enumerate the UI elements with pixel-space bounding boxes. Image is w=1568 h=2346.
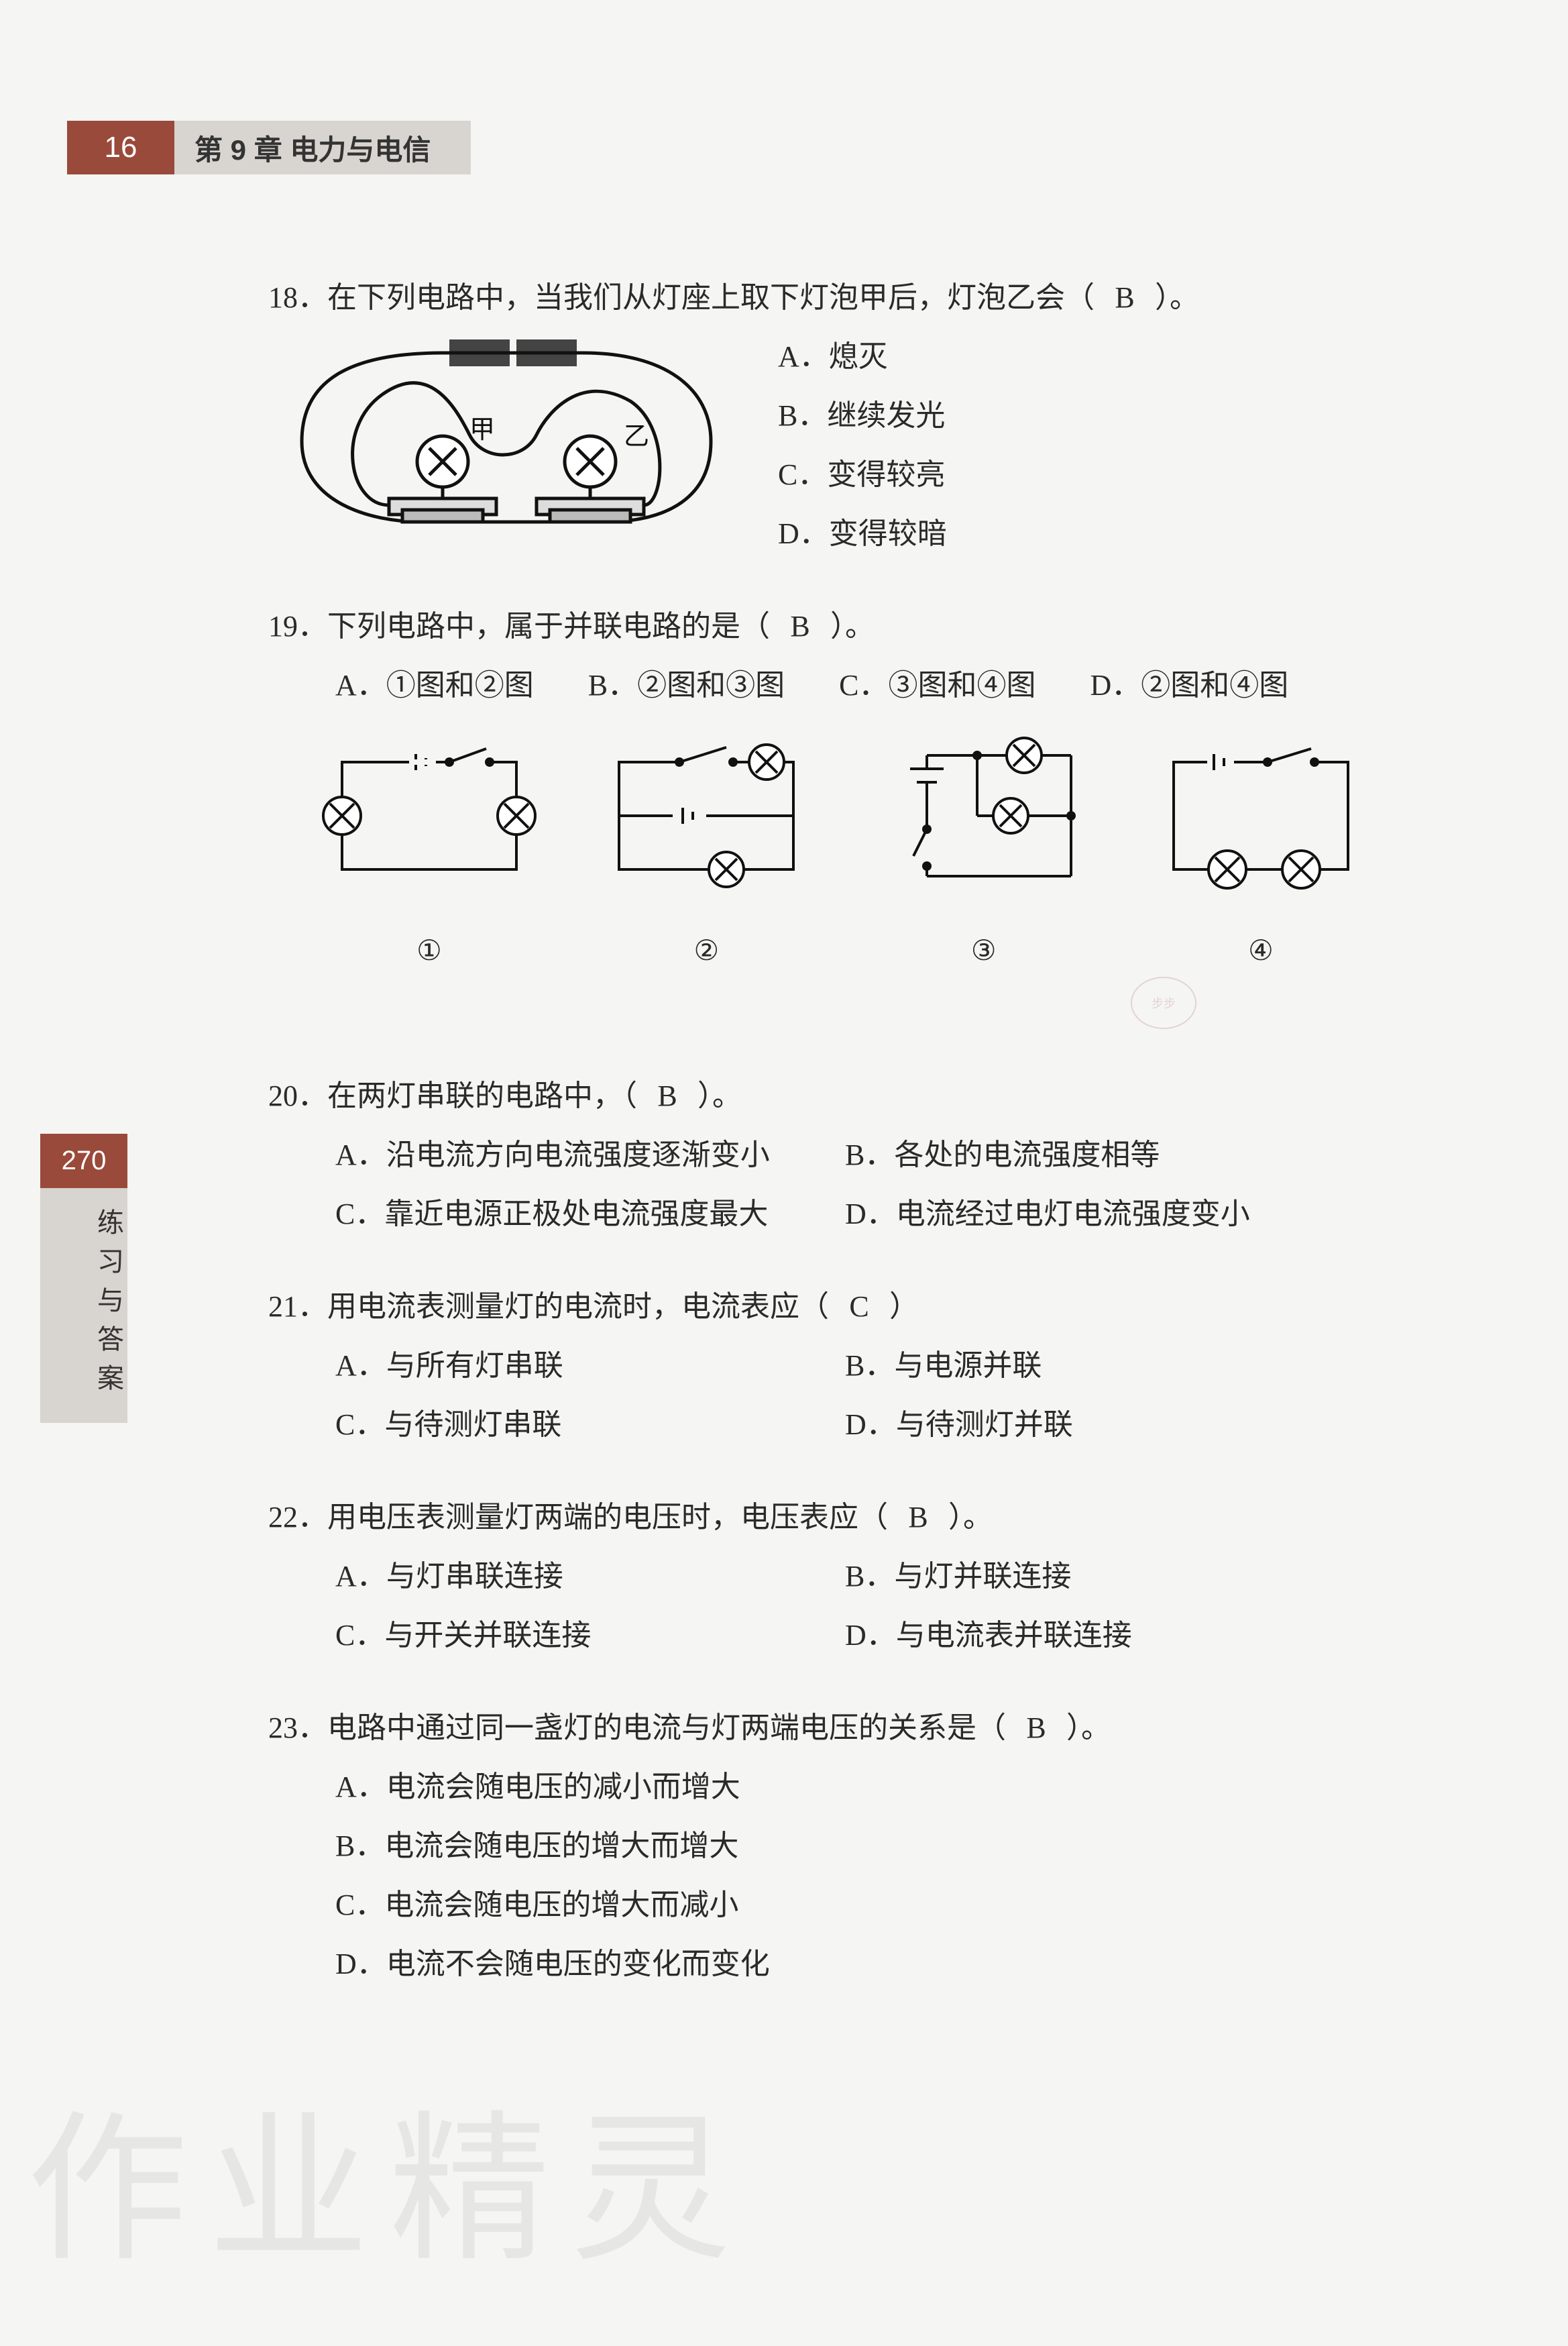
- watermark: 作业精灵: [27, 2060, 751, 2292]
- svg-text:步步: 步步: [1152, 997, 1176, 1010]
- page-number: 16: [67, 121, 174, 174]
- q18-label-yi: 乙: [624, 423, 649, 451]
- q18-opt-c: C．变得较亮: [778, 445, 947, 504]
- q20-answer: B: [637, 1067, 697, 1126]
- q21-opt-d: D．与待测灯并联: [845, 1395, 1355, 1454]
- chapter-title: 第 9 章 电力与电信: [174, 121, 471, 174]
- q18-opt-a: A．熄灭: [778, 327, 947, 386]
- q20-options: A．沿电流方向电流强度逐渐变小 B．各处的电流强度相等 C．靠近电源正极处电流强…: [335, 1126, 1442, 1244]
- q22-opt-c: C．与开关并联连接: [335, 1606, 845, 1665]
- q22-text-end: ）。: [948, 1501, 993, 1534]
- q19-options: A．①图和②图 B．②图和③图 C．③图和④图 D．②图和④图: [335, 656, 1442, 715]
- sidebar-label: 练习与答案: [40, 1188, 127, 1423]
- q21-options: A．与所有灯串联 B．与电源并联 C．与待测灯串联 D．与待测灯并联: [335, 1336, 1442, 1454]
- sidebar-number: 270: [40, 1134, 127, 1188]
- q20-opt-c: C．靠近电源正极处电流强度最大: [335, 1185, 845, 1244]
- q19-opt-b: B．②图和③图: [588, 656, 785, 715]
- circuit-4: ④: [1140, 735, 1382, 979]
- q23-opt-a: A．电流会随电压的减小而增大: [335, 1758, 1442, 1817]
- q20-text: 在两灯串联的电路中，（: [327, 1079, 637, 1112]
- q18-opt-b: B．继续发光: [778, 386, 947, 445]
- circuit-3-label: ③: [863, 923, 1105, 979]
- q22-opt-d: D．与电流表并联连接: [845, 1606, 1355, 1665]
- q19-text: 下列电路中，属于并联电路的是（: [327, 610, 770, 643]
- q23-answer: B: [1006, 1699, 1066, 1758]
- q18-text-end: ）。: [1155, 281, 1199, 314]
- q23-opt-c: C．电流会随电压的增大而减小: [335, 1876, 1442, 1935]
- q20-opt-a: A．沿电流方向电流强度逐渐变小: [335, 1126, 845, 1185]
- q21-opt-b: B．与电源并联: [845, 1336, 1355, 1395]
- q23-num: 23．: [268, 1711, 327, 1744]
- q21-text: 用电流表测量灯的电流时，电流表应（: [327, 1290, 829, 1323]
- q21-opt-c: C．与待测灯串联: [335, 1395, 845, 1454]
- q23-text: 电路中通过同一盏灯的电流与灯两端电压的关系是（: [327, 1711, 1006, 1744]
- circuit-1-label: ①: [309, 923, 550, 979]
- q20-text-end: ）。: [697, 1079, 742, 1112]
- q22-opt-b: B．与灯并联连接: [845, 1547, 1355, 1606]
- q23-options: A．电流会随电压的减小而增大 B．电流会随电压的增大而增大 C．电流会随电压的增…: [268, 1758, 1442, 1994]
- q18-label-jia: 甲: [469, 416, 495, 444]
- q18-opt-d: D．变得较暗: [778, 504, 947, 564]
- circuit-3: ③: [863, 735, 1105, 979]
- page-header: 16 第 9 章 电力与电信: [67, 121, 471, 174]
- q19-text-end: ）。: [830, 610, 875, 643]
- content-area: 18．在下列电路中，当我们从灯座上取下灯泡甲后，灯泡乙会（B）。: [268, 268, 1442, 2027]
- q22-options: A．与灯串联连接 B．与灯并联连接 C．与开关并联连接 D．与电流表并联连接: [335, 1547, 1442, 1665]
- q19-opt-d: D．②图和④图: [1090, 656, 1289, 715]
- q22-text: 用电压表测量灯两端的电压时，电压表应（: [327, 1501, 888, 1534]
- stamp-icon: 步步: [1127, 973, 1200, 1033]
- q21-num: 21．: [268, 1290, 327, 1323]
- q20-opt-d: D．电流经过电灯电流强度变小: [845, 1185, 1355, 1244]
- question-20: 20．在两灯串联的电路中，（B）。 A．沿电流方向电流强度逐渐变小 B．各处的电…: [268, 1067, 1442, 1244]
- question-18: 18．在下列电路中，当我们从灯座上取下灯泡甲后，灯泡乙会（B）。: [268, 268, 1442, 564]
- q18-text: 在下列电路中，当我们从灯座上取下灯泡甲后，灯泡乙会（: [327, 281, 1095, 314]
- q19-answer: B: [770, 597, 830, 656]
- q21-opt-a: A．与所有灯串联: [335, 1336, 845, 1395]
- q21-text-end: ）: [889, 1290, 919, 1323]
- q22-opt-a: A．与灯串联连接: [335, 1547, 845, 1606]
- question-22: 22．用电压表测量灯两端的电压时，电压表应（B）。 A．与灯串联连接 B．与灯并…: [268, 1488, 1442, 1665]
- q19-num: 19．: [268, 610, 327, 643]
- q19-circuits: ①: [309, 735, 1382, 979]
- sidebar: 270 练习与答案: [40, 1134, 127, 1423]
- q20-num: 20．: [268, 1079, 327, 1112]
- question-21: 21．用电流表测量灯的电流时，电流表应（C） A．与所有灯串联 B．与电源并联 …: [268, 1277, 1442, 1454]
- circuit-2-label: ②: [585, 923, 827, 979]
- q18-num: 18．: [268, 281, 327, 314]
- q22-answer: B: [888, 1488, 948, 1547]
- q22-num: 22．: [268, 1501, 327, 1534]
- q19-opt-c: C．③图和④图: [839, 656, 1035, 715]
- circuit-2: ②: [585, 735, 827, 979]
- q21-answer: C: [829, 1277, 889, 1336]
- q23-opt-b: B．电流会随电压的增大而增大: [335, 1817, 1442, 1876]
- circuit-1: ①: [309, 735, 550, 979]
- question-23: 23．电路中通过同一盏灯的电流与灯两端电压的关系是（B）。 A．电流会随电压的减…: [268, 1699, 1442, 1994]
- q18-circuit-diagram: 甲 乙: [268, 327, 738, 542]
- q18-options: A．熄灭 B．继续发光 C．变得较亮 D．变得较暗: [778, 327, 947, 564]
- q20-opt-b: B．各处的电流强度相等: [845, 1126, 1355, 1185]
- circuit-4-label: ④: [1140, 923, 1382, 979]
- q19-opt-a: A．①图和②图: [335, 656, 534, 715]
- q18-answer: B: [1095, 268, 1155, 327]
- q23-opt-d: D．电流不会随电压的变化而变化: [335, 1935, 1442, 1994]
- question-19: 19．下列电路中，属于并联电路的是（B）。 A．①图和②图 B．②图和③图 C．…: [268, 597, 1442, 1033]
- q23-text-end: ）。: [1066, 1711, 1111, 1744]
